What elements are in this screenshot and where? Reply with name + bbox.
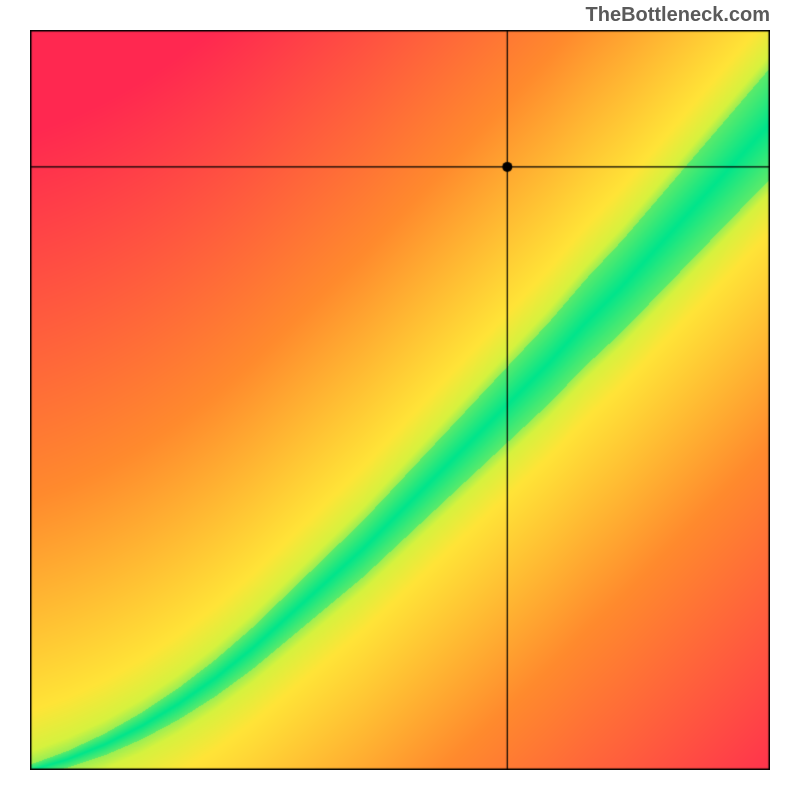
watermark-text: TheBottleneck.com [586, 4, 770, 27]
heatmap-canvas [30, 30, 770, 770]
bottleneck-heatmap-chart [30, 30, 770, 770]
